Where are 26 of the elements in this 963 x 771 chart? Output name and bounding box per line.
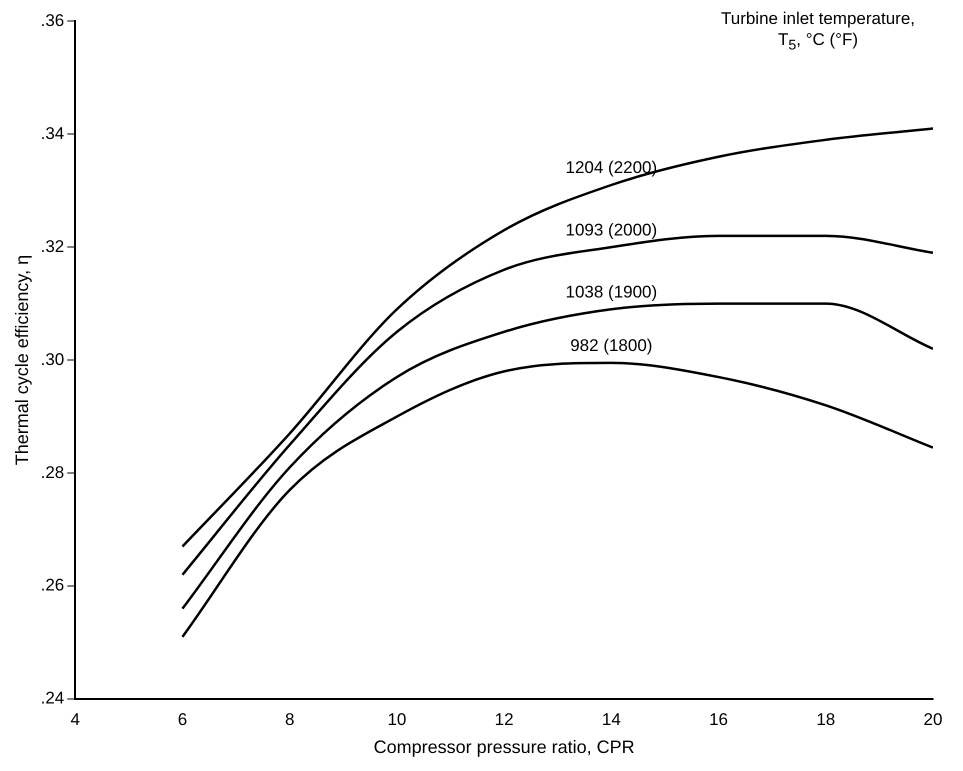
x-tick-label: 16	[709, 710, 728, 729]
y-axis-title: Thermal cycle efficiency, η	[12, 254, 32, 466]
x-tick-label: 20	[924, 710, 942, 729]
x-tick-label: 18	[816, 710, 836, 729]
x-tick-label: 14	[602, 710, 621, 729]
y-tick-label: .28	[40, 462, 64, 482]
y-tick-label: .26	[40, 576, 64, 595]
line-series	[181, 302, 933, 610]
y-tick-label: .36	[40, 10, 64, 30]
x-tick-label: 12	[494, 710, 514, 729]
y-tick-label: .30	[40, 350, 64, 369]
legend-title: Turbine inlet temperature, T$_{5}$, °C (°F)	[720, 8, 916, 56]
y-tick-label: .34	[40, 124, 64, 143]
x-tick-label: 10	[387, 710, 406, 729]
series-label: 1093 (2000)	[565, 220, 658, 240]
x-tick-label: 8	[284, 710, 294, 729]
line-series	[181, 127, 933, 548]
y-tick-label: .32	[40, 236, 64, 256]
x-tick-label: 4	[70, 710, 80, 729]
y-tick-label: .24	[40, 688, 64, 708]
series-label: 1038 (1900)	[565, 282, 658, 302]
series-label: 1204 (2200)	[565, 158, 658, 178]
x-tick-label: 6	[178, 710, 188, 729]
x-axis-title: Compressor pressure ratio, CPR	[374, 737, 635, 758]
series-label: 982 (1800)	[570, 336, 652, 356]
line-series	[181, 362, 933, 638]
